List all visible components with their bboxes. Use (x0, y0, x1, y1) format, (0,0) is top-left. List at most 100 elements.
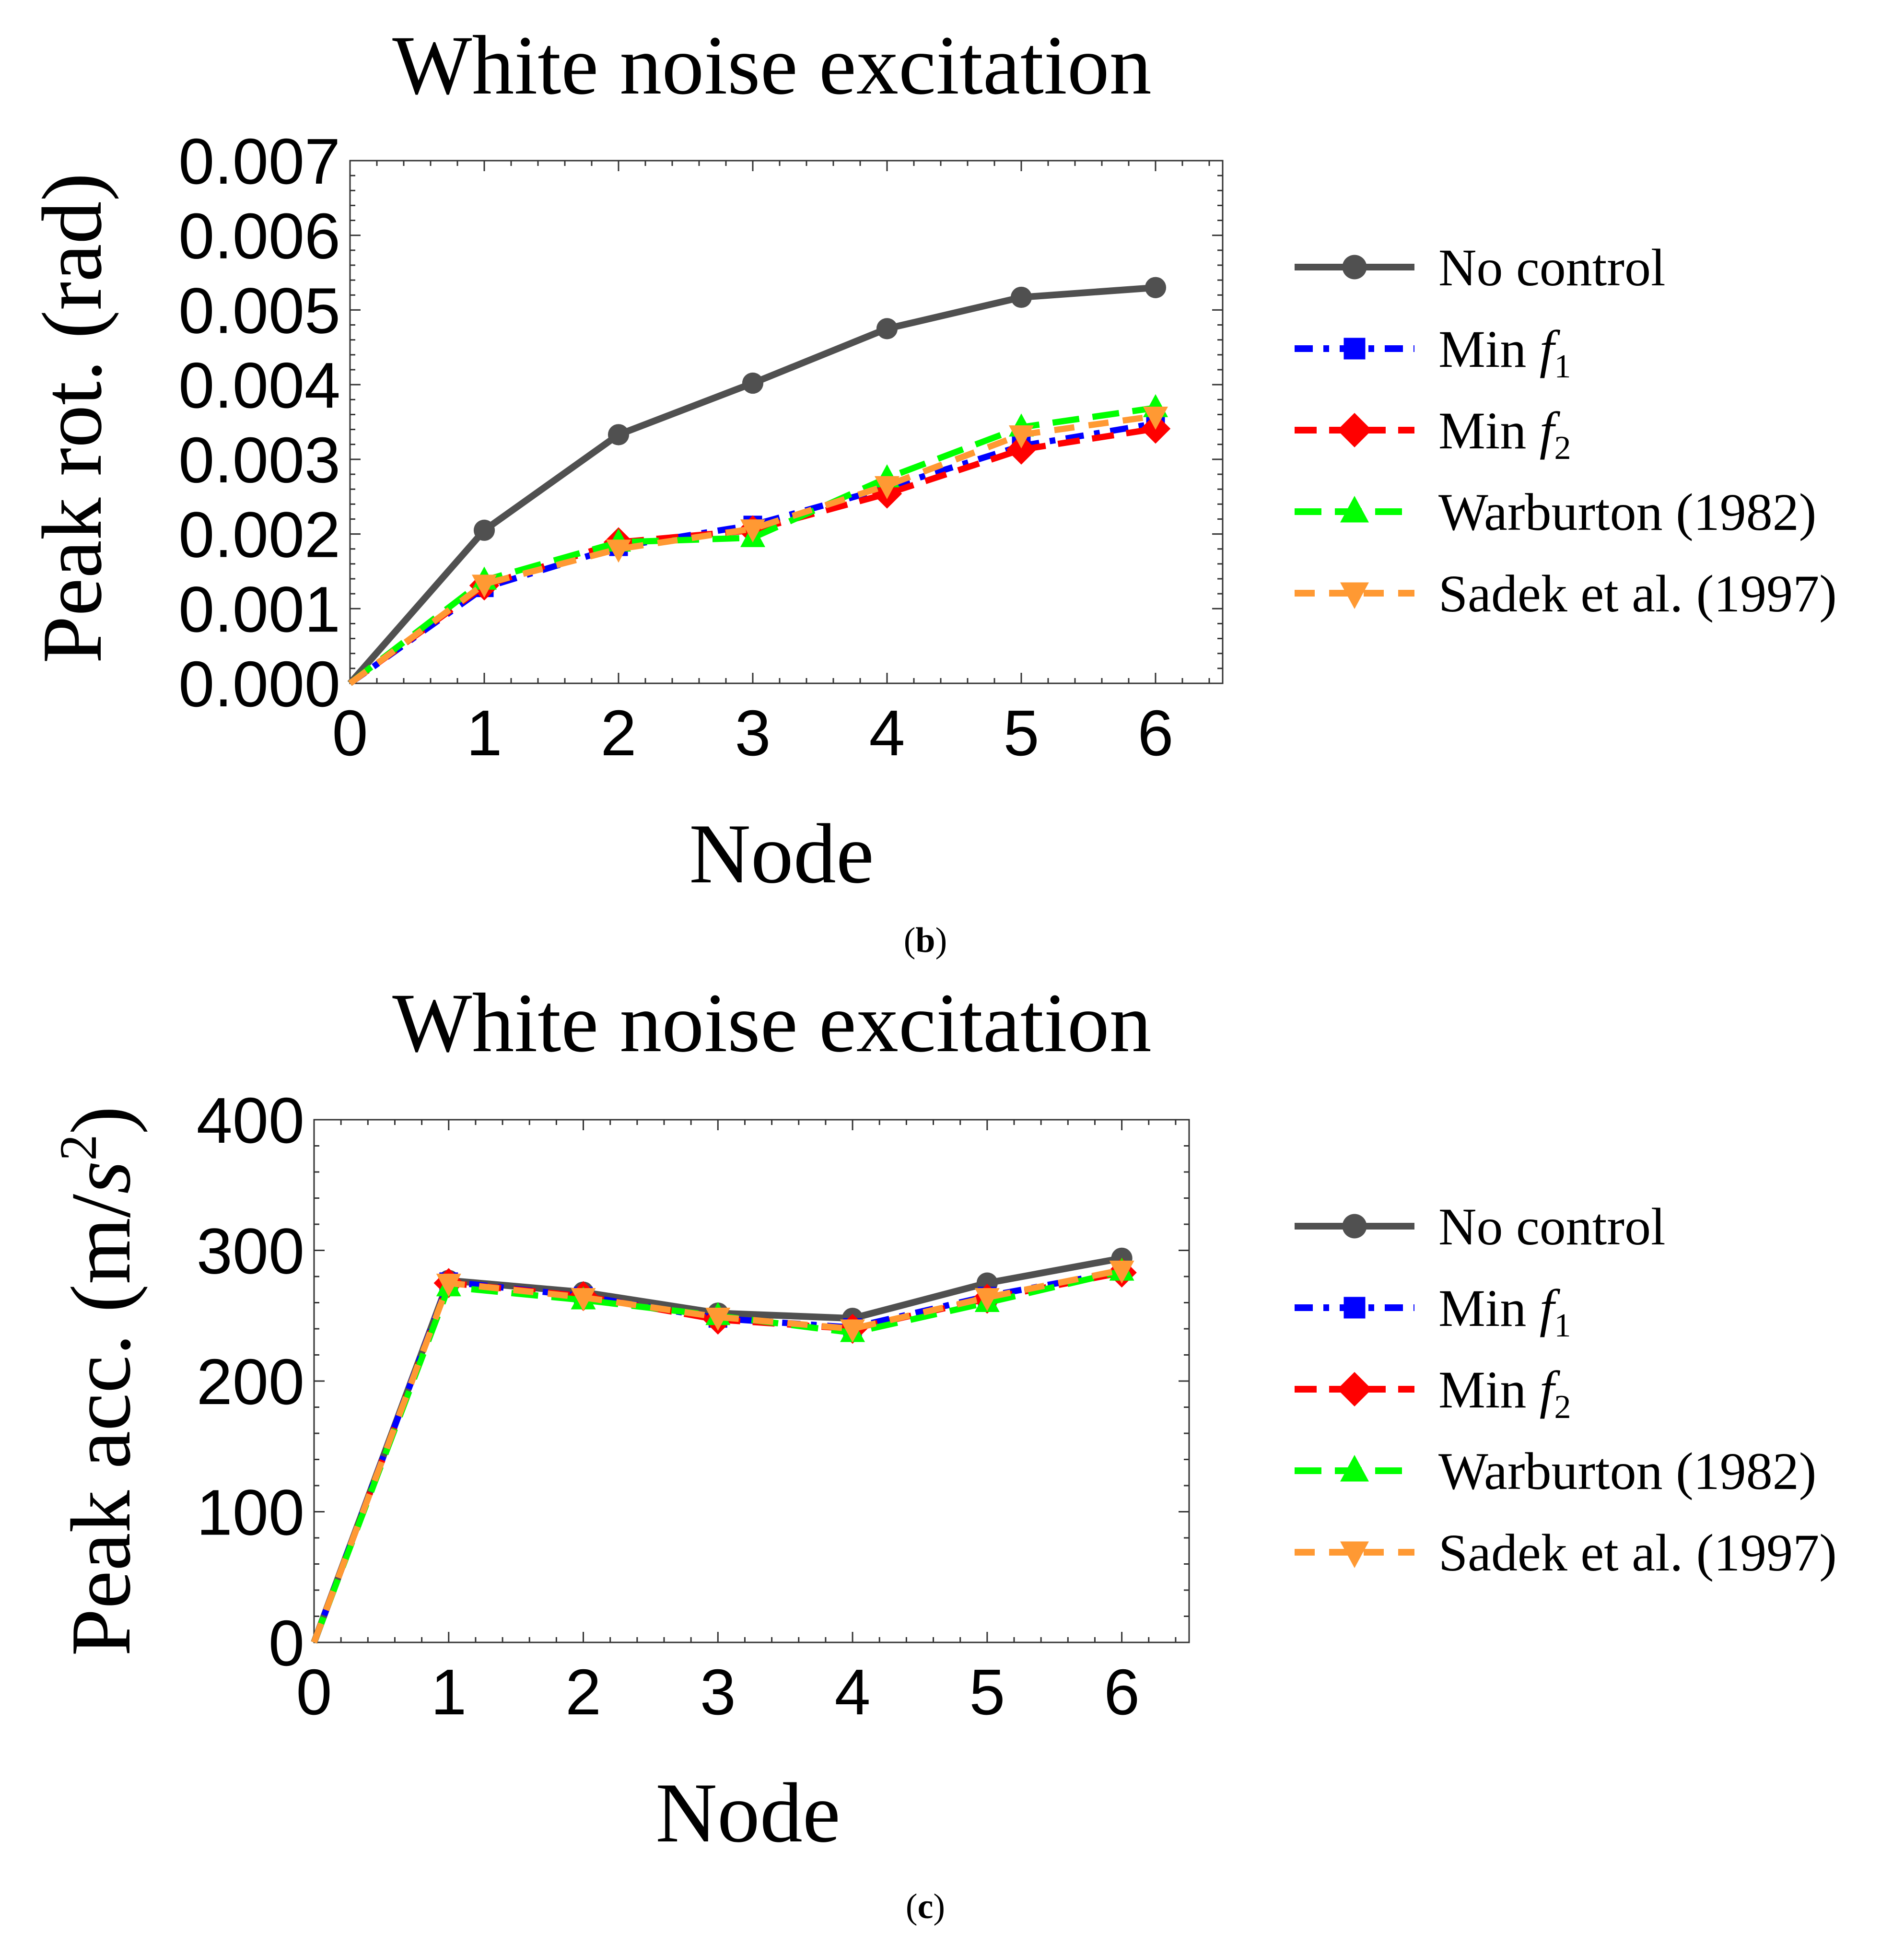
panel-c-y-tick-label: 0 (269, 1607, 304, 1679)
panel-c-legend-label-sub: 2 (1554, 1389, 1571, 1426)
panel-c-x-tick-label: 2 (565, 1656, 601, 1728)
panel-b-caption: (b) (904, 921, 947, 960)
panel-c-chart: White noise excitation Peak acc. (m/s2) … (49, 976, 1837, 1926)
panel-b-data-point (606, 539, 631, 563)
panel-c-data-point (1109, 1260, 1134, 1284)
panel-c-x-tick-label: 4 (835, 1656, 871, 1728)
panel-b-legend: No control Min f1 Min f2 Warburton (1982) Sa… (1295, 238, 1837, 623)
panel-b-legend-label: No control (1438, 238, 1666, 297)
panel-c-legend-label: Sadek et al. (1997) (1438, 1523, 1837, 1582)
panel-b-data-point (740, 519, 765, 543)
panel-c-legend-marker (1342, 1214, 1367, 1239)
panel-b-data-point (1145, 277, 1167, 298)
panel-b-data-point (1010, 286, 1032, 308)
panel-b-legend-label: Warburton (1982) (1438, 483, 1816, 541)
panel-b-y-tick-label: 0.007 (178, 125, 340, 198)
panel-c-legend-label-main: No control (1438, 1197, 1666, 1256)
panel-b-legend-item: No control (1295, 238, 1666, 297)
panel-c-y-axis-label-close: ) (53, 1106, 148, 1134)
panel-b-y-tick-label: 0.000 (178, 648, 340, 720)
panel-b-x-tick-label: 1 (466, 697, 502, 769)
panel-b-legend-marker (1340, 582, 1369, 609)
panel-c-legend-label-main: Min (1438, 1360, 1540, 1419)
panel-b-legend-item: Min f2 (1295, 401, 1571, 467)
panel-c-y-axis-label-italic: s (53, 1161, 148, 1194)
panel-c-caption-letter: c (918, 1887, 934, 1926)
panel-b-legend-label: Min f2 (1438, 401, 1571, 467)
panel-b-y-tick-label: 0.006 (178, 200, 340, 272)
panel-b-x-tick-label: 2 (600, 697, 636, 769)
panel-b-x-tick-label: 5 (1003, 697, 1039, 769)
panel-b-y-axis-label: Peak rot. (rad) (24, 173, 119, 663)
panel-b-y-tick-label: 0.002 (178, 499, 340, 571)
panel-b-data-point (607, 424, 630, 445)
panel-c-legend: No control Min f1 Min f2 Warburton (1982) Sa… (1295, 1197, 1837, 1582)
panel-b-x-tick-label: 4 (869, 697, 905, 769)
panel-c-legend-label: Min f1 (1438, 1279, 1571, 1344)
panel-c-x-tick-label: 6 (1104, 1656, 1140, 1728)
panel-c-legend-label: Warburton (1982) (1438, 1442, 1816, 1500)
panel-c-data-point (974, 1288, 1000, 1312)
panel-c-caption-close: ) (933, 1887, 945, 1926)
panel-b-legend-label-sub: 1 (1554, 348, 1571, 385)
panel-c-legend-marker (1337, 1372, 1372, 1406)
panel-b-y-tick-label: 0.004 (178, 349, 340, 422)
panel-b-series-1 (347, 277, 1167, 686)
panel-c-data-point (840, 1319, 865, 1343)
panel-c-title: White noise excitation (392, 976, 1151, 1070)
panel-c-plot-area: 0 1 2 3 4 5 6 0 100 200 300 400 (197, 1084, 1190, 1728)
panel-b-data-point (876, 318, 898, 340)
panel-c-y-axis-label-main: Peak acc. (m/ (53, 1194, 148, 1656)
panel-c-legend-marker (1340, 1541, 1369, 1568)
panel-c-legend-item: Min f1 (1295, 1279, 1571, 1344)
panel-b-data-point (472, 574, 497, 598)
panel-b-legend-marker (1337, 413, 1372, 447)
panel-c-legend-label: No control (1438, 1197, 1666, 1256)
panel-c-y-axis-label-sup: 2 (49, 1135, 107, 1161)
panel-c-legend-label-main: Warburton (1982) (1438, 1442, 1816, 1500)
panel-c-y-tick-label: 200 (197, 1346, 304, 1418)
panel-b-chart: White noise excitation Peak rot. (rad) N… (24, 19, 1837, 960)
panel-b-data-point (1009, 425, 1034, 449)
panel-b-data-point (1143, 407, 1168, 430)
panel-b-y-tick-label: 0.003 (178, 424, 340, 496)
panel-c-data-point (705, 1307, 731, 1331)
panel-b-series-5 (348, 407, 1168, 686)
panel-c-x-axis-label: Node (655, 1765, 841, 1860)
panel-b-x-tick-label: 6 (1137, 697, 1173, 769)
panel-b-legend-label-main: Sadek et al. (1997) (1438, 564, 1837, 623)
panel-c-legend-marker (1343, 1297, 1366, 1319)
panel-b-data-point (742, 372, 764, 394)
panel-b-caption-letter: b (915, 921, 935, 960)
panel-b-legend-label-sub: 2 (1554, 430, 1571, 467)
panel-c-y-axis-label: Peak acc. (m/s2) (49, 1106, 148, 1656)
panel-b-y-tick-label: 0.001 (178, 573, 340, 645)
panel-b-legend-label-main: Min (1438, 320, 1540, 378)
panel-c-legend-label-main: Min (1438, 1279, 1540, 1337)
panel-b-legend-marker (1343, 338, 1366, 360)
panel-b-plot-area: 0 1 2 3 4 5 60.0000.0010.0020.0030.0040.0050.0… (178, 125, 1224, 769)
panel-b-legend-label-main: Warburton (1982) (1438, 483, 1816, 541)
panel-c-legend-marker (1340, 1455, 1369, 1482)
panel-c-y-tick-label: 400 (197, 1084, 304, 1157)
panel-b-x-tick-label: 0 (332, 697, 368, 769)
panel-b-legend-label-main: Min (1438, 401, 1540, 460)
panel-c-caption: (c) (906, 1887, 945, 1926)
panel-c-x-tick-label: 3 (700, 1656, 736, 1728)
panel-c-legend-item: Min f2 (1295, 1360, 1571, 1426)
panel-c-legend-item: Sadek et al. (1997) (1295, 1523, 1837, 1582)
panel-c-data-point (571, 1288, 596, 1312)
panel-b-legend-label: Sadek et al. (1997) (1438, 564, 1837, 623)
panel-b-caption-close: ) (935, 921, 947, 960)
panel-c-caption-open: ( (906, 1887, 918, 1926)
panel-c-data-point (436, 1274, 461, 1297)
panel-b-legend-label: Min f1 (1438, 320, 1571, 385)
panel-b-title: White noise excitation (392, 19, 1151, 112)
panel-c-legend-item: No control (1295, 1197, 1666, 1256)
panel-b-x-tick-label: 3 (735, 697, 771, 769)
panel-c-x-tick-label: 0 (296, 1656, 332, 1728)
panel-b-data-point (473, 519, 495, 541)
panel-b-x-axis-label: Node (689, 806, 874, 901)
